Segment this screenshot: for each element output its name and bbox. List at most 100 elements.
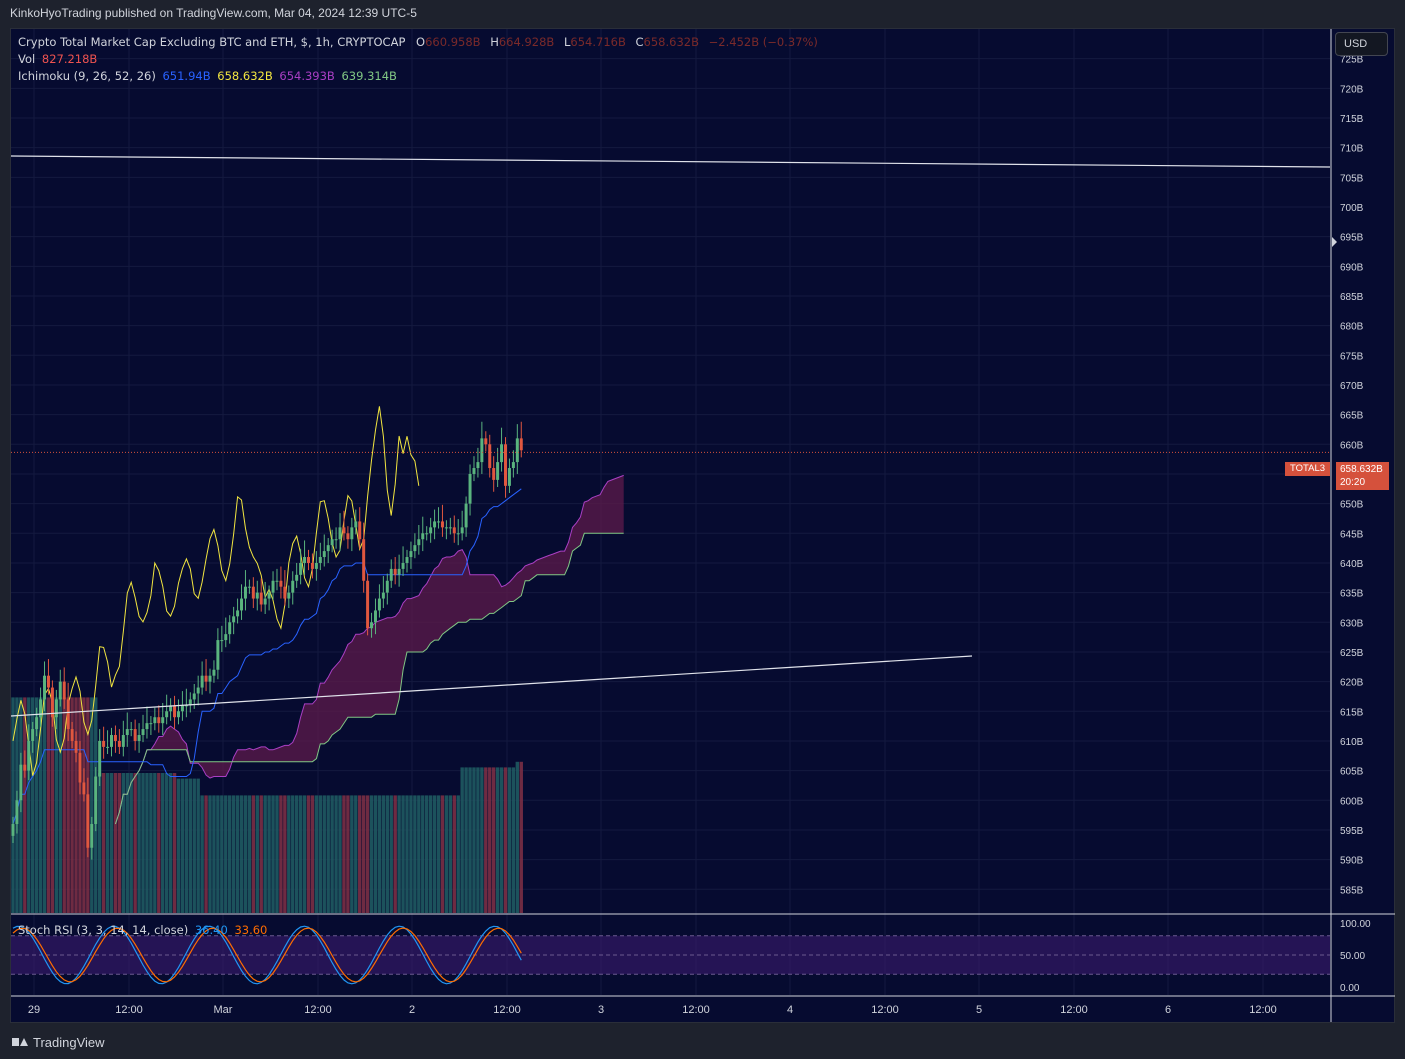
candle-body	[476, 462, 480, 469]
candle-body	[117, 740, 121, 747]
price-tick-label: 620B	[1340, 678, 1364, 689]
price-tick-label: 670B	[1340, 381, 1364, 392]
volume-bar	[23, 697, 27, 913]
volume-bar	[519, 761, 523, 913]
candle-body	[456, 533, 460, 535]
footer-brand-label: TradingView	[33, 1034, 105, 1050]
time-tick-label: 12:00	[682, 1004, 710, 1016]
price-tick-label: 675B	[1340, 351, 1364, 362]
volume-bar	[149, 773, 153, 913]
symbol-title: Crypto Total Market Cap Excluding BTC an…	[18, 35, 406, 49]
price-tick-label: 625B	[1340, 648, 1364, 659]
candle-body	[82, 782, 86, 795]
volume-bar	[200, 795, 204, 913]
volume-bar	[204, 795, 208, 913]
time-tick-label: 12:00	[1060, 1004, 1088, 1016]
candle-body	[437, 521, 441, 523]
candle-body	[472, 468, 476, 474]
candle-body	[381, 592, 385, 599]
candle-body	[397, 568, 401, 575]
volume-bar	[141, 773, 145, 913]
publisher-line: KinkoHyoTrading published on TradingView…	[10, 6, 417, 20]
stoch-legend: Stoch RSI (3, 3, 14, 14, close) 36.40 33…	[18, 923, 270, 937]
volume-bar	[101, 773, 106, 913]
ichimoku-span-b-value: 639.314B	[341, 69, 397, 83]
volume-bar	[220, 795, 224, 913]
volume-bar	[452, 795, 456, 913]
volume-bar	[54, 697, 59, 913]
tradingview-logo-icon	[12, 1036, 28, 1048]
volume-bar	[346, 795, 350, 913]
candle-body	[43, 675, 47, 700]
candle-body	[342, 527, 346, 534]
volume-bar	[164, 773, 169, 913]
stoch-k-value: 36.40	[194, 923, 228, 937]
volume-bar	[310, 795, 315, 913]
price-scale-marker-icon	[1332, 237, 1337, 247]
volume-bar	[34, 697, 39, 913]
candle-body	[196, 687, 200, 694]
symbol-legend: Crypto Total Market Cap Excluding BTC an…	[18, 35, 821, 49]
volume-bar	[251, 795, 256, 913]
volume-bar	[74, 697, 78, 913]
volume-bar	[405, 795, 409, 913]
candle-body	[511, 462, 515, 469]
candle-body	[464, 503, 468, 528]
candle-body	[267, 592, 271, 599]
volume-bar	[515, 761, 520, 913]
candle-body	[161, 717, 165, 724]
candle-body	[145, 723, 149, 730]
volume-bar	[153, 773, 157, 913]
candle-body	[303, 557, 307, 563]
volume-bar	[338, 795, 342, 913]
candle-body	[66, 699, 70, 730]
volume-bar	[109, 773, 114, 913]
candle-body	[370, 622, 374, 629]
candle-body	[405, 557, 409, 563]
currency-button[interactable]: USD	[1335, 32, 1388, 56]
volume-bar	[436, 795, 441, 913]
volume-bar	[287, 795, 291, 913]
volume-bar	[507, 767, 512, 913]
volume-bar	[172, 773, 177, 913]
volume-bar	[228, 795, 232, 913]
candle-body	[208, 675, 212, 682]
candle-body	[259, 592, 263, 605]
volume-bar	[31, 697, 35, 913]
volume-bar	[373, 795, 378, 913]
candle-body	[62, 681, 66, 700]
volume-bar	[180, 778, 185, 913]
volume-bar	[440, 795, 445, 913]
candle-body	[39, 699, 43, 718]
candle-body	[106, 746, 110, 748]
candle-body	[200, 675, 204, 688]
price-tick-label: 605B	[1340, 767, 1364, 778]
volume-bar	[58, 697, 62, 913]
volume-bar	[401, 795, 405, 913]
candle-body	[220, 640, 224, 642]
volume-bar	[421, 795, 425, 913]
volume-bar	[302, 795, 307, 913]
volume-bar	[298, 795, 303, 913]
symbol-price-tag: TOTAL3	[1285, 462, 1330, 476]
candle-body	[507, 468, 511, 486]
candle-body	[98, 740, 102, 777]
candle-body	[113, 735, 117, 741]
footer-brand[interactable]: TradingView	[12, 1033, 105, 1051]
candle-body	[74, 740, 78, 753]
price-tick-label: 715B	[1340, 114, 1364, 125]
time-tick-label: 6	[1165, 1004, 1171, 1016]
volume-bar	[488, 767, 492, 913]
candle-body	[314, 562, 318, 569]
rsi-tick-label: 100.00	[1340, 919, 1371, 930]
ichimoku-span-a-value: 654.393B	[279, 69, 335, 83]
bar-countdown: 20:20	[1340, 477, 1366, 488]
candle-body	[338, 527, 342, 540]
candle-body	[519, 438, 523, 451]
price-tick-label: 590B	[1340, 856, 1364, 867]
volume-bar	[369, 795, 374, 913]
ichimoku-base-line	[12, 488, 522, 825]
volume-bar	[365, 795, 370, 913]
volume-bar	[456, 795, 460, 913]
